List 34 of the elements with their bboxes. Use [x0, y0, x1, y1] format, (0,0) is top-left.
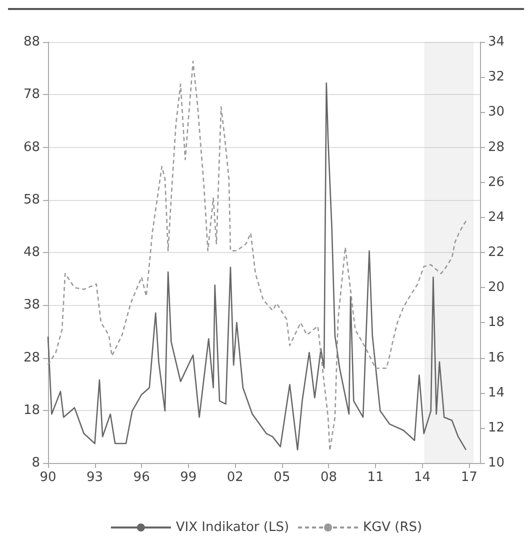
- x-tick-label: 14: [414, 470, 431, 485]
- y-tick-label: 48: [23, 245, 40, 260]
- x-tick-label: 99: [180, 470, 197, 485]
- x-tick-label: 96: [133, 470, 150, 485]
- legend-label: VIX Indikator (LS): [176, 520, 290, 535]
- y-tick-label: 18: [23, 402, 40, 418]
- x-tick-label: 17: [460, 470, 478, 485]
- x-tick-label: 11: [367, 470, 384, 485]
- x-tick-label: 02: [226, 470, 244, 485]
- x-tick-label: 93: [86, 470, 104, 485]
- y-tick-label: 28: [23, 350, 40, 366]
- y-tick-label: 38: [23, 298, 40, 313]
- x-tick-label: 90: [40, 470, 56, 485]
- y2-tick-label: 26: [488, 174, 505, 190]
- x-tick-label: 08: [320, 470, 337, 485]
- y2-tick-label: 22: [488, 245, 505, 260]
- y2-tick-label: 10: [488, 456, 505, 470]
- y-tick-label: 78: [23, 87, 40, 102]
- y2-tick-label: 16: [488, 350, 505, 366]
- y2-tick-label: 34: [488, 34, 505, 50]
- y-tick-label: 88: [23, 34, 40, 50]
- legend-label: KGV (RS): [363, 520, 422, 535]
- y2-tick-label: 24: [488, 210, 505, 225]
- x-tick-label: 05: [274, 470, 290, 485]
- y2-tick-label: 30: [488, 104, 505, 120]
- y2-tick-label: 14: [488, 385, 505, 400]
- y-tick-label: 68: [23, 140, 40, 155]
- y-tick-label: 58: [23, 192, 40, 208]
- y-tick-label: 8: [32, 456, 40, 470]
- y2-tick-label: 18: [488, 315, 505, 330]
- y2-tick-label: 20: [488, 280, 505, 296]
- y2-tick-label: 32: [488, 70, 505, 85]
- y2-tick-label: 28: [488, 140, 505, 155]
- y2-tick-label: 12: [488, 420, 505, 436]
